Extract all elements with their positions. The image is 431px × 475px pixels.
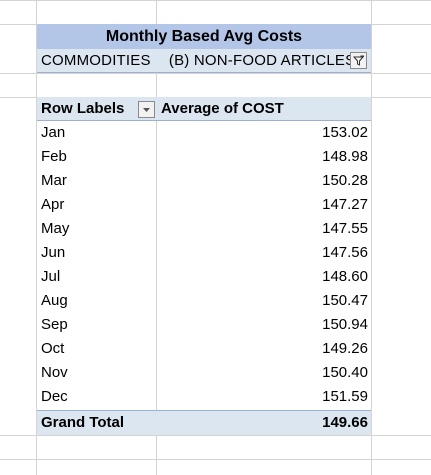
- pivot-row[interactable]: Oct 149.26: [37, 337, 371, 361]
- month-label: Jul: [41, 268, 61, 285]
- month-label: Mar: [41, 172, 67, 189]
- value-field-header[interactable]: Average of COST: [161, 100, 284, 117]
- row-gridline: [0, 73, 431, 74]
- row-labels-header[interactable]: Row Labels: [41, 100, 125, 117]
- pivot-row[interactable]: Sep 150.94: [37, 313, 371, 337]
- average-cost-value: 153.02: [322, 124, 368, 141]
- pivot-row[interactable]: Aug 150.47: [37, 289, 371, 313]
- average-cost-value: 147.56: [322, 244, 368, 261]
- row-labels-dropdown-button[interactable]: [138, 101, 155, 118]
- average-cost-value: 147.55: [322, 220, 368, 237]
- row-gridline: [0, 459, 431, 460]
- column-gridline: [371, 0, 372, 475]
- month-label: Sep: [41, 316, 68, 333]
- column-gridline: [36, 0, 37, 475]
- filter-field-label: COMMODITIES: [41, 52, 151, 69]
- filter-funnel-icon: [352, 55, 365, 66]
- filter-field-value: (B) NON-FOOD ARTICLES: [168, 52, 356, 69]
- average-cost-value: 151.59: [322, 388, 368, 405]
- grand-total-row[interactable]: Grand Total 149.66: [37, 410, 371, 435]
- month-label: Oct: [41, 340, 65, 357]
- average-cost-value: 150.47: [322, 292, 368, 309]
- pivot-row[interactable]: Jan 153.02: [37, 121, 371, 145]
- month-label: Feb: [41, 148, 67, 165]
- filter-dropdown-button[interactable]: [350, 52, 367, 69]
- grand-total-value: 149.66: [322, 414, 368, 431]
- average-cost-value: 147.27: [322, 196, 368, 213]
- month-label: May: [41, 220, 70, 237]
- month-label: Jan: [41, 124, 66, 141]
- pivot-row[interactable]: Nov 150.40: [37, 361, 371, 385]
- month-label: Apr: [41, 196, 65, 213]
- pivot-row[interactable]: Jun 147.56: [37, 241, 371, 265]
- pivot-row[interactable]: Mar 150.28: [37, 169, 371, 193]
- pivot-row[interactable]: Dec 151.59: [37, 385, 371, 409]
- grand-total-label: Grand Total: [41, 414, 125, 431]
- average-cost-value: 148.60: [322, 268, 368, 285]
- pivot-row[interactable]: May 147.55: [37, 217, 371, 241]
- row-gridline: [0, 0, 431, 1]
- pivot-row[interactable]: Apr 147.27: [37, 193, 371, 217]
- average-cost-value: 150.94: [322, 316, 368, 333]
- month-label: Nov: [41, 364, 68, 381]
- month-label: Jun: [41, 244, 66, 261]
- pivot-row[interactable]: Feb 148.98: [37, 145, 371, 169]
- month-label: Dec: [41, 388, 68, 405]
- pivot-row[interactable]: Jul 148.60: [37, 265, 371, 289]
- month-label: Aug: [41, 292, 68, 309]
- average-cost-value: 149.26: [322, 340, 368, 357]
- pivot-title[interactable]: Monthly Based Avg Costs: [37, 24, 371, 49]
- average-cost-value: 150.28: [322, 172, 368, 189]
- pivot-header-row: Row Labels Average of COST: [37, 97, 371, 121]
- row-gridline: [0, 435, 431, 436]
- report-filter-row[interactable]: COMMODITIES (B) NON-FOOD ARTICLES: [37, 49, 371, 73]
- chevron-down-icon: [143, 108, 150, 112]
- column-gridline: [156, 0, 157, 475]
- average-cost-value: 148.98: [322, 148, 368, 165]
- average-cost-value: 150.40: [322, 364, 368, 381]
